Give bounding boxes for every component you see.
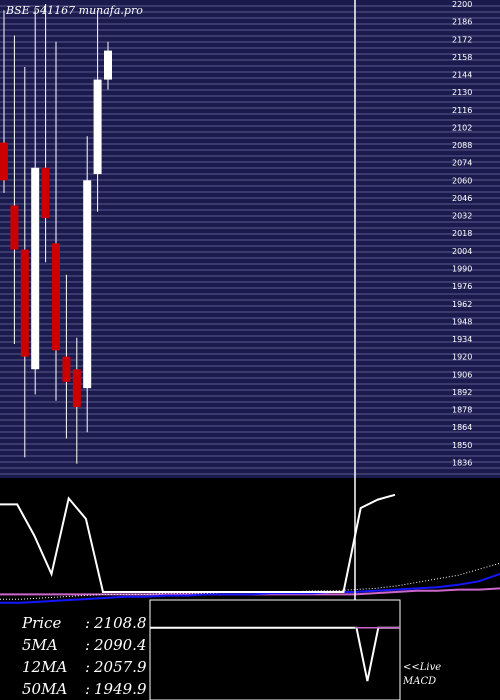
- y-axis-ticks: 2200 2186 2172 2158 2144 2130 2116 2102 2088 2074…: [452, 0, 472, 467]
- y-tick-label: 2046: [452, 194, 472, 203]
- y-tick-label: 2158: [452, 53, 472, 62]
- stat-label: Price: [21, 614, 61, 632]
- stats-box: Price:2108.85MA:2090.412MA:2057.950MA:19…: [21, 614, 147, 698]
- live-label[interactable]: <<Live: [403, 662, 441, 673]
- stat-separator: :: [85, 636, 90, 654]
- candle-up: [83, 180, 92, 389]
- y-tick-label: 2116: [452, 106, 472, 115]
- y-tick-label: 1934: [452, 335, 472, 344]
- candle-down: [10, 205, 19, 250]
- y-tick-label: 2102: [452, 123, 472, 132]
- macd-label: MACD: [402, 676, 436, 687]
- ma-blue-line: [0, 573, 500, 604]
- stat-value: 2108.8: [93, 614, 147, 632]
- candle-up: [104, 50, 112, 80]
- stat-label: 12MA: [22, 658, 67, 676]
- y-tick-label: 2144: [452, 71, 472, 80]
- y-tick-label: 2088: [452, 141, 472, 150]
- y-tick-label: 2172: [452, 35, 472, 44]
- candle-down: [52, 243, 60, 351]
- y-tick-label: 1906: [452, 370, 472, 379]
- stat-value: 2057.9: [93, 658, 147, 676]
- candle-up: [93, 79, 102, 175]
- y-tick-label: 1836: [452, 458, 472, 467]
- candle-up: [31, 167, 40, 370]
- y-tick-label: 2060: [452, 176, 472, 185]
- y-tick-label: 1920: [452, 353, 472, 362]
- ma-dashed-line: [0, 562, 500, 600]
- macd-box: [149, 599, 401, 700]
- stat-value: 2090.4: [93, 636, 147, 654]
- macd-line: [150, 626, 400, 682]
- y-tick-label: 2074: [452, 159, 472, 168]
- candle-down: [41, 167, 50, 219]
- stat-value: 1949.9: [94, 680, 147, 698]
- y-tick-label: 2004: [452, 247, 472, 256]
- y-tick-label: 1990: [452, 264, 472, 273]
- candle-down: [20, 249, 29, 357]
- chart-title: BSE 541167 munafa.pro: [5, 4, 143, 17]
- y-tick-label: 1892: [452, 388, 472, 397]
- y-tick-label: 1850: [452, 441, 472, 450]
- y-tick-label: 1962: [452, 300, 472, 309]
- stat-separator: :: [85, 680, 90, 698]
- y-tick-label: 2200: [452, 0, 472, 9]
- stat-label: 50MA: [22, 680, 67, 698]
- candle-down: [72, 369, 81, 408]
- macd-lines: [150, 626, 400, 682]
- stat-label: 5MA: [22, 636, 58, 654]
- candlesticks: [0, 4, 112, 464]
- y-tick-label: 1864: [452, 423, 472, 432]
- y-tick-label: 2018: [452, 229, 472, 238]
- y-tick-label: 1976: [452, 282, 472, 291]
- y-tick-label: 1878: [452, 406, 472, 415]
- stat-separator: :: [85, 658, 90, 676]
- candle-down: [62, 356, 71, 382]
- y-tick-label: 1948: [452, 317, 472, 326]
- candle-down: [0, 142, 8, 181]
- y-tick-label: 2186: [452, 18, 472, 27]
- y-tick-label: 2130: [452, 88, 472, 97]
- stat-separator: :: [85, 614, 90, 632]
- indicator-white-line: [0, 493, 396, 593]
- y-tick-label: 2032: [452, 212, 472, 221]
